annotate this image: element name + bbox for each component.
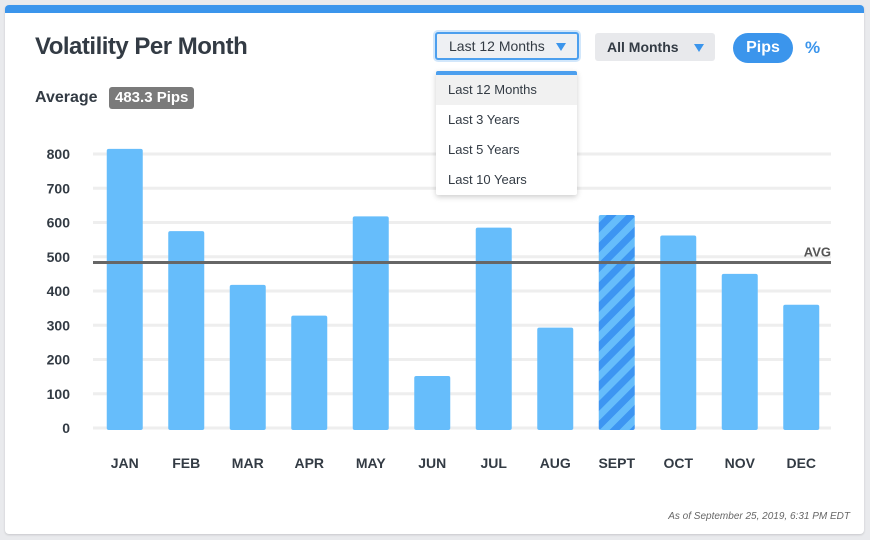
dropdown-option-last-5-years[interactable]: Last 5 Years bbox=[448, 142, 520, 157]
x-tick-label: MAY bbox=[356, 455, 386, 471]
dropdown-option-last-10-years[interactable]: Last 10 Years bbox=[448, 172, 527, 187]
volatility-bar-chart: 0 100 200 300 400 500 600 700 800 JAN FEB MAR APR MAY… bbox=[47, 146, 831, 471]
x-tick-label: OCT bbox=[663, 455, 693, 471]
x-tick-label: NOV bbox=[725, 455, 756, 471]
y-tick-label: 700 bbox=[47, 180, 71, 196]
bar-nov bbox=[721, 273, 758, 430]
period-select-value: Last 12 Months bbox=[449, 38, 545, 54]
bar-sept bbox=[598, 214, 635, 430]
month-select[interactable]: All Months bbox=[595, 33, 715, 61]
bar-may bbox=[352, 216, 389, 430]
page-title: Volatility Per Month bbox=[35, 33, 248, 60]
y-tick-label: 200 bbox=[47, 352, 71, 368]
timestamp: As of September 25, 2019, 6:31 PM EDT bbox=[668, 511, 850, 522]
percent-toggle-button[interactable]: % bbox=[805, 38, 821, 57]
volatility-card: Volatility Per Month Average 483.3 Pips … bbox=[5, 5, 864, 534]
y-tick-label: 400 bbox=[47, 283, 71, 299]
x-tick-label: JAN bbox=[111, 455, 139, 471]
y-tick-label: 300 bbox=[47, 317, 71, 333]
x-tick-label: MAR bbox=[232, 455, 264, 471]
y-tick-label: 800 bbox=[47, 146, 71, 162]
bar-feb bbox=[168, 231, 205, 430]
x-tick-label: JUN bbox=[418, 455, 446, 471]
y-tick-label: 500 bbox=[47, 249, 71, 265]
period-select[interactable]: Last 12 Months bbox=[435, 32, 579, 60]
average-label: Average bbox=[35, 89, 98, 106]
bar-aug bbox=[537, 327, 574, 430]
x-tick-label: APR bbox=[294, 455, 324, 471]
bar-oct bbox=[660, 235, 697, 430]
pips-toggle-button[interactable]: Pips bbox=[733, 33, 793, 63]
bar-jan bbox=[106, 148, 143, 431]
y-tick-label: 600 bbox=[47, 215, 71, 231]
chevron-down-icon bbox=[694, 44, 704, 52]
bar-jun bbox=[414, 375, 451, 430]
period-dropdown-menu: Last 12 Months Last 3 Years Last 5 Years… bbox=[436, 71, 577, 195]
dropdown-option-last-12-months[interactable]: Last 12 Months bbox=[436, 75, 577, 105]
card-accent-bar bbox=[5, 5, 864, 13]
bar-dec bbox=[783, 304, 820, 430]
bar-apr bbox=[291, 315, 328, 430]
average-badge: 483.3 Pips bbox=[109, 87, 195, 109]
average-line-label: AVG bbox=[804, 244, 831, 259]
bar-jul bbox=[475, 227, 512, 430]
dropdown-option-last-3-years[interactable]: Last 3 Years bbox=[448, 112, 520, 127]
y-tick-label: 100 bbox=[47, 386, 71, 402]
y-tick-label: 0 bbox=[62, 420, 70, 436]
x-tick-label: AUG bbox=[540, 455, 571, 471]
x-tick-label: DEC bbox=[786, 455, 816, 471]
bar-mar bbox=[229, 284, 266, 430]
chevron-down-icon bbox=[556, 43, 566, 51]
x-tick-label: JUL bbox=[481, 455, 508, 471]
month-select-value: All Months bbox=[607, 39, 679, 55]
x-tick-label: SEPT bbox=[598, 455, 635, 471]
x-tick-label: FEB bbox=[172, 455, 200, 471]
